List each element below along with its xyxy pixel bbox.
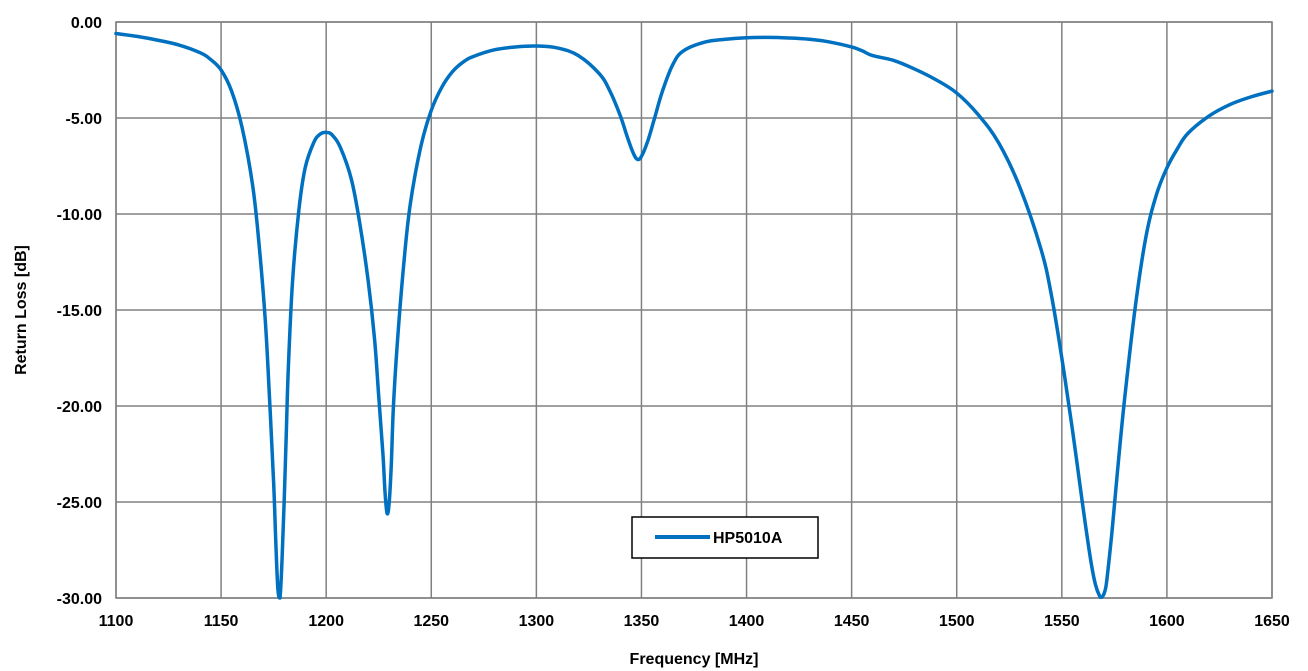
legend: HP5010A — [631, 516, 819, 559]
series-line-hp5010a — [114, 31, 1274, 600]
x-tick-label: 1450 — [834, 613, 870, 630]
y-tick-label: -10.00 — [57, 207, 102, 224]
grid — [115, 21, 1273, 599]
x-axis-title: Frequency [MHz] — [630, 651, 759, 668]
legend-label: HP5010A — [713, 530, 783, 547]
y-axis-title: Return Loss [dB] — [13, 245, 30, 375]
y-tick-label: -30.00 — [57, 591, 102, 608]
x-tick-label: 1150 — [204, 613, 239, 630]
x-tick-label: 1300 — [519, 613, 555, 630]
x-tick-label: 1400 — [729, 613, 765, 630]
x-tick-label: 1550 — [1044, 613, 1080, 630]
x-axis-ticks: 1100 1150 1200 1250 1300 1350 1400 1450 1500 1550… — [99, 613, 1290, 630]
y-tick-label: -5.00 — [66, 111, 103, 128]
x-tick-label: 1600 — [1149, 613, 1185, 630]
x-tick-label: 1200 — [308, 613, 344, 630]
y-tick-label: -20.00 — [57, 399, 102, 416]
plot-area — [114, 31, 1274, 600]
x-tick-label: 1100 — [99, 613, 134, 630]
x-tick-label: 1650 — [1254, 613, 1290, 630]
y-tick-label: -25.00 — [57, 495, 102, 512]
x-tick-label: 1500 — [939, 613, 975, 630]
x-tick-label: 1250 — [413, 613, 449, 630]
y-axis-ticks: 0.00 -5.00 -10.00 -15.00 -20.00 -25.00 -30.00 — [57, 15, 102, 608]
x-tick-label: 1350 — [624, 613, 660, 630]
y-tick-label: 0.00 — [71, 15, 102, 32]
y-tick-label: -15.00 — [57, 303, 102, 320]
